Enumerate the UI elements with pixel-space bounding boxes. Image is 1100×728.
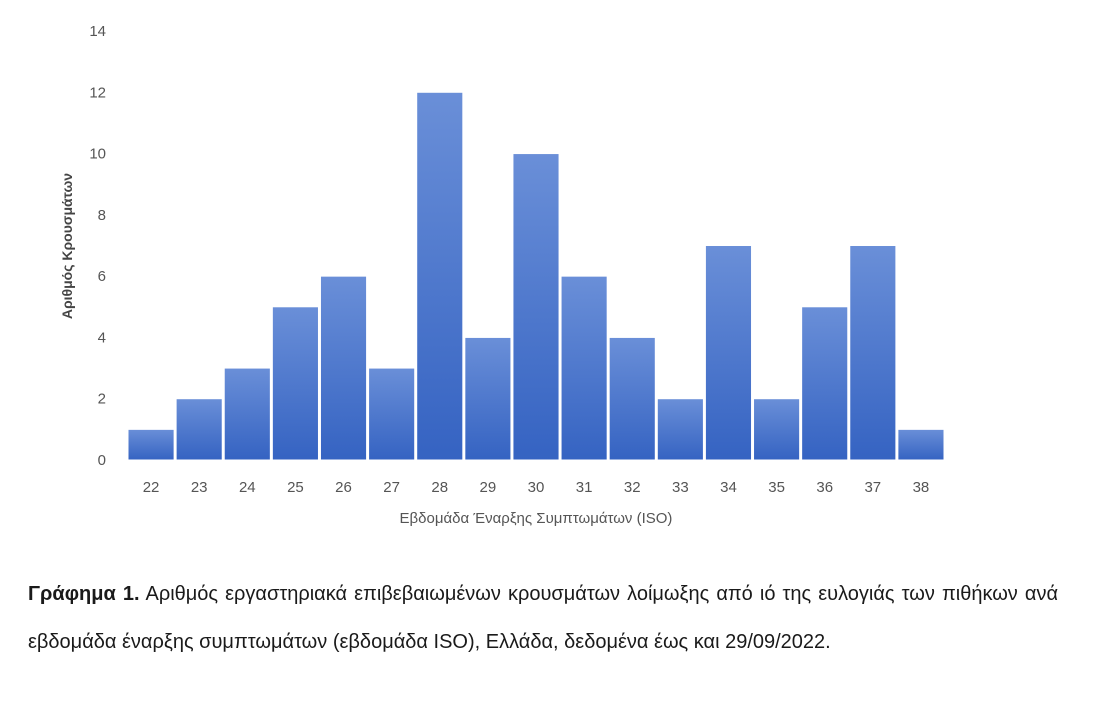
x-tick-label: 23 [191, 479, 208, 496]
bar-week-22 [127, 428, 175, 461]
x-tick-label: 33 [672, 479, 689, 496]
x-tick-label: 36 [816, 479, 833, 496]
bar-week-31 [560, 275, 608, 461]
y-tick-label: 8 [98, 207, 106, 224]
x-tick-label: 34 [720, 479, 737, 496]
x-tick-label: 29 [480, 479, 497, 496]
y-tick-label: 14 [89, 23, 106, 40]
bar-week-28 [416, 91, 464, 461]
bar-week-38 [897, 428, 945, 461]
bar-week-23 [175, 398, 223, 461]
y-tick-label: 10 [89, 146, 106, 163]
y-tick-label: 4 [98, 329, 106, 346]
bar-week-35 [753, 398, 801, 461]
x-tick-label: 28 [431, 479, 448, 496]
x-axis-ticks: 22 23 24 25 26 27 28 29 30 31 32 33 34 35 36 37 38 [143, 479, 930, 496]
bar-week-24 [223, 367, 271, 461]
bar-week-36 [801, 306, 849, 461]
bar-week-26 [319, 275, 368, 461]
bar-week-25 [271, 306, 319, 461]
x-tick-label: 32 [624, 479, 641, 496]
x-tick-label: 24 [239, 479, 256, 496]
x-tick-label: 31 [576, 479, 593, 496]
y-axis-ticks: 0 2 4 6 8 10 12 14 [89, 23, 106, 469]
x-tick-label: 35 [768, 479, 785, 496]
x-axis-label: Εβδομάδα Έναρξης Συμπτωμάτων (ISO) [400, 510, 673, 527]
x-tick-label: 38 [913, 479, 930, 496]
x-tick-label: 30 [528, 479, 545, 496]
bar-week-29 [464, 336, 512, 461]
bar-week-37 [849, 245, 897, 461]
bar-week-27 [368, 367, 416, 461]
y-tick-label: 2 [98, 391, 106, 408]
x-tick-label: 37 [864, 479, 881, 496]
caption-text: Αριθμός εργαστηριακά επιβεβαιωμένων κρου… [28, 583, 1059, 653]
caption-label: Γράφημα 1. [28, 583, 140, 605]
figure-caption: Γράφημα 1. Αριθμός εργαστηριακά επιβεβαι… [28, 570, 1058, 666]
y-axis-label: Αριθμός Κρουσμάτων [59, 173, 75, 319]
x-tick-label: 27 [383, 479, 400, 496]
bar-week-34 [704, 245, 753, 461]
bar-week-30 [512, 153, 560, 461]
y-tick-label: 6 [98, 268, 106, 285]
x-tick-label: 25 [287, 479, 304, 496]
bar-week-32 [608, 336, 656, 461]
bar-week-33 [656, 398, 704, 461]
y-tick-label: 12 [89, 84, 106, 101]
x-tick-label: 22 [143, 479, 160, 496]
y-tick-label: 0 [98, 452, 106, 469]
x-tick-label: 26 [335, 479, 352, 496]
bars [127, 91, 945, 461]
